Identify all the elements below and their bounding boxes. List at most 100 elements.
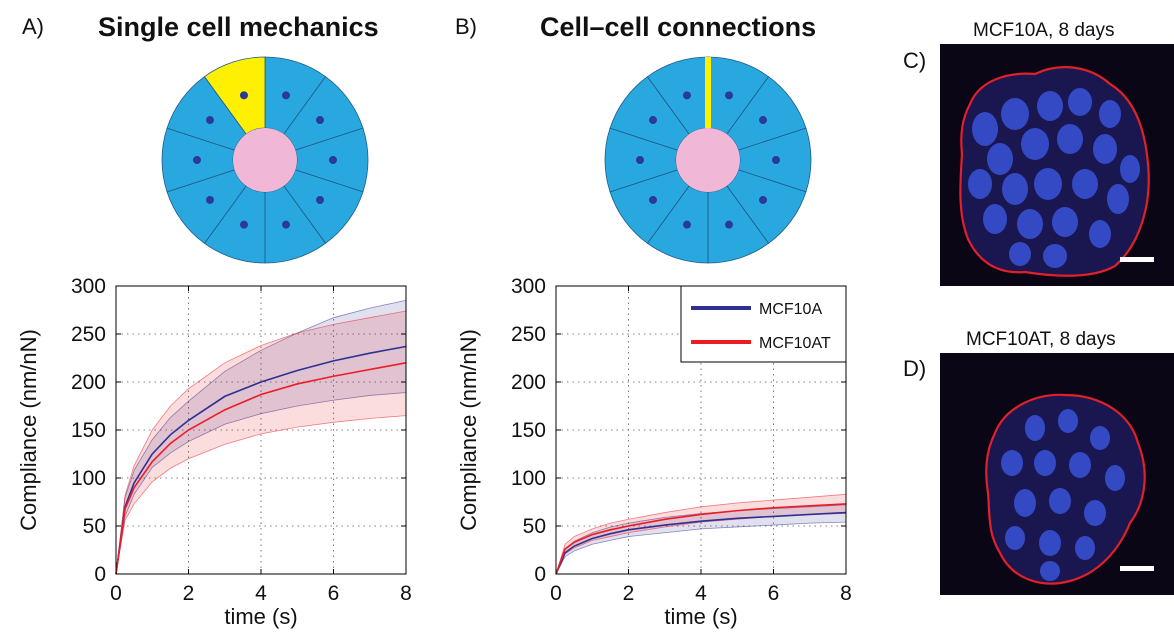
scale-bar xyxy=(1120,566,1154,571)
cell-nucleus xyxy=(1034,168,1062,200)
acinus-image-d xyxy=(940,353,1174,595)
cell-nucleus xyxy=(987,143,1013,175)
acinus-image-c xyxy=(940,44,1174,286)
cell-nucleus xyxy=(1075,536,1095,560)
cell-nucleus xyxy=(1084,500,1106,526)
y-tick-label: 150 xyxy=(71,419,106,442)
x-tick-label: 8 xyxy=(840,582,852,605)
cell-nucleus xyxy=(1040,561,1060,581)
micrograph-c xyxy=(940,44,1174,286)
micrograph-d xyxy=(940,353,1174,595)
x-tick-label: 0 xyxy=(110,582,122,605)
cell-nucleus xyxy=(1072,169,1098,199)
cell-nucleus xyxy=(1037,91,1063,121)
x-tick-label: 2 xyxy=(623,582,635,605)
y-tick-label: 50 xyxy=(523,515,546,538)
cell-nucleus xyxy=(316,196,324,204)
image-title-d: MCF10AT, 8 days xyxy=(966,329,1116,351)
cell-nucleus xyxy=(282,221,290,229)
legend-label: MCF10AT xyxy=(759,335,831,352)
cell-nucleus xyxy=(1001,450,1023,476)
y-tick-label: 0 xyxy=(94,563,106,586)
cell-nucleus xyxy=(1052,207,1078,237)
cell-nucleus xyxy=(759,196,767,204)
cell-nucleus xyxy=(759,116,767,124)
cell-nucleus xyxy=(1014,489,1036,517)
cell-nucleus xyxy=(683,221,691,229)
x-tick-label: 8 xyxy=(400,582,412,605)
acinus-diagram-a xyxy=(160,55,370,265)
x-tick-label: 6 xyxy=(768,582,780,605)
y-tick-label: 300 xyxy=(511,275,546,298)
cell-nucleus xyxy=(1009,242,1031,266)
cell-nucleus xyxy=(649,196,657,204)
cell-nucleus xyxy=(1017,209,1043,239)
cell-nucleus xyxy=(193,156,201,164)
cell-nucleus xyxy=(1120,155,1140,183)
cell-junction-highlight xyxy=(705,57,711,128)
x-tick-label: 2 xyxy=(183,582,195,605)
panel-label-d: D) xyxy=(903,356,926,382)
cell-nucleus xyxy=(1057,124,1083,154)
cell-nucleus xyxy=(1043,244,1067,268)
panel-title-b: Cell–cell connections xyxy=(540,12,816,43)
cell-nucleus xyxy=(1039,530,1061,556)
cell-nucleus xyxy=(649,116,657,124)
y-tick-label: 200 xyxy=(511,371,546,394)
cell-nucleus xyxy=(1005,526,1025,550)
plot-area xyxy=(116,286,406,574)
cell-nucleus xyxy=(1089,220,1111,248)
cell-nucleus xyxy=(1001,98,1029,130)
cell-nucleus xyxy=(636,156,644,164)
legend-label: MCF10A xyxy=(759,301,822,318)
image-title-c: MCF10A, 8 days xyxy=(973,20,1115,42)
cell-nucleus xyxy=(1034,450,1056,476)
y-axis-label: Compliance (nm/nN) xyxy=(456,329,481,531)
panel-label-b: B) xyxy=(455,14,477,40)
cell-nucleus xyxy=(329,156,337,164)
cell-nucleus xyxy=(206,116,214,124)
x-axis-label: time (s) xyxy=(224,604,297,629)
cell-nucleus xyxy=(1021,128,1049,160)
y-tick-label: 50 xyxy=(83,515,106,538)
cell-nucleus xyxy=(1069,452,1091,478)
compliance-chart-b: 0 2 4 6 8 0 50 100 150 200 250 300 time (s) Complianc… xyxy=(440,262,880,643)
y-tick-label: 250 xyxy=(71,323,106,346)
lumen xyxy=(233,128,297,192)
cell-nucleus xyxy=(240,221,248,229)
x-tick-label: 0 xyxy=(550,582,562,605)
panel-title-a: Single cell mechanics xyxy=(98,12,379,43)
panel-label-a: A) xyxy=(22,14,44,40)
cell-nucleus xyxy=(1025,415,1045,441)
x-axis-label: time (s) xyxy=(664,604,737,629)
cell-nucleus xyxy=(1090,426,1110,450)
cell-nucleus xyxy=(968,169,992,199)
legend: MCF10A MCF10AT xyxy=(681,286,846,362)
cell-nucleus xyxy=(240,91,248,99)
y-tick-label: 0 xyxy=(534,563,546,586)
cell-nucleus xyxy=(1058,409,1078,433)
y-tick-label: 250 xyxy=(511,323,546,346)
y-tick-label: 300 xyxy=(71,275,106,298)
x-tick-label: 6 xyxy=(328,582,340,605)
cell-nucleus xyxy=(1105,465,1125,491)
cell-nucleus xyxy=(725,91,733,99)
compliance-chart-a: 0 2 4 6 8 0 50 100 150 200 250 300 time (s) Complianc… xyxy=(0,262,440,643)
x-tick-label: 4 xyxy=(255,582,267,605)
y-tick-label: 100 xyxy=(511,467,546,490)
y-tick-label: 100 xyxy=(71,467,106,490)
scale-bar xyxy=(1120,257,1154,262)
cell-nucleus xyxy=(983,204,1007,234)
cell-nucleus xyxy=(1068,88,1092,116)
cell-nucleus xyxy=(972,112,998,146)
cell-nucleus xyxy=(772,156,780,164)
acinus-diagram-b xyxy=(603,55,813,265)
cell-nucleus xyxy=(683,91,691,99)
panel-label-c: C) xyxy=(903,48,926,74)
y-tick-label: 200 xyxy=(71,371,106,394)
y-axis-label: Compliance (nm/nN) xyxy=(16,329,41,531)
cell-nucleus xyxy=(1049,488,1071,514)
cell-nucleus xyxy=(316,116,324,124)
cell-nucleus xyxy=(1107,184,1129,214)
y-tick-label: 150 xyxy=(511,419,546,442)
